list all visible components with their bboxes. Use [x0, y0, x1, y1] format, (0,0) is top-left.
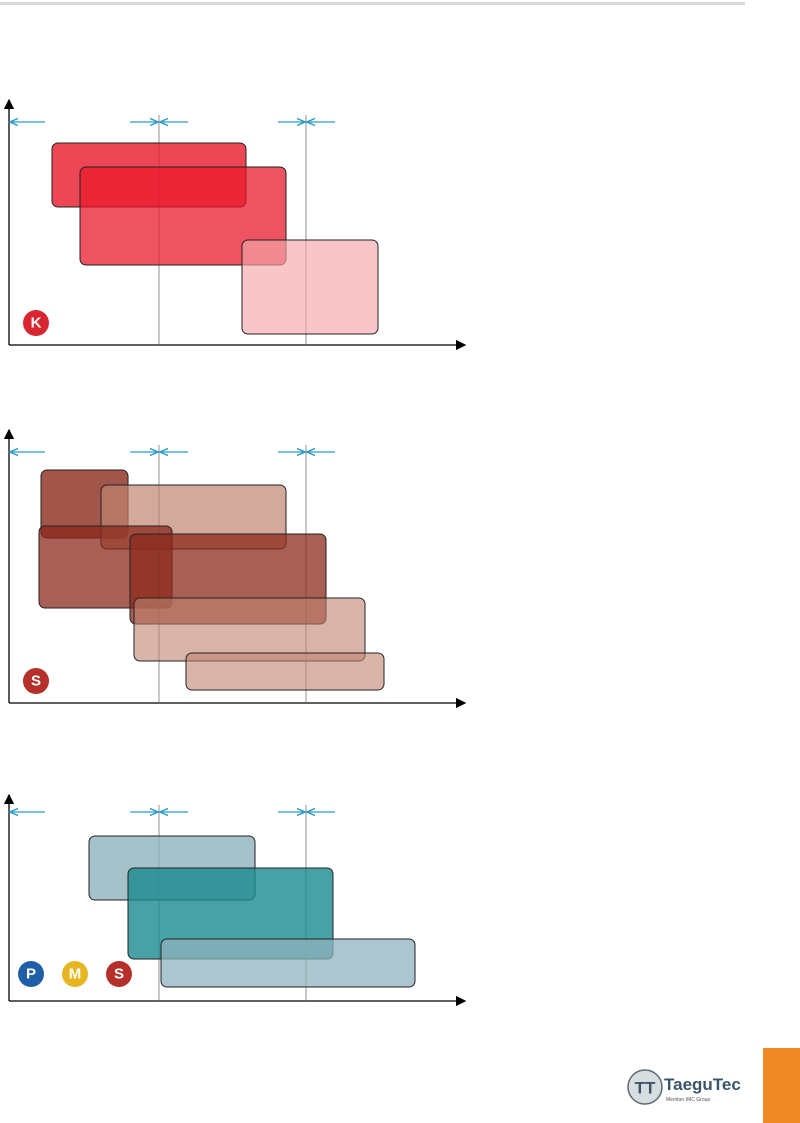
page-tab — [763, 1048, 800, 1123]
icon-label: S — [114, 966, 124, 983]
range-box — [185, 652, 385, 691]
icon-label: M — [69, 966, 82, 983]
material-icon — [18, 961, 44, 987]
top-rule — [0, 2, 745, 5]
logo-name: TaeguTec — [664, 1075, 741, 1094]
material-icon — [62, 961, 88, 987]
range-box — [160, 938, 416, 988]
logo-letters: TT — [635, 1079, 656, 1098]
range-box — [79, 166, 287, 266]
material-icon — [23, 310, 49, 336]
icon-label: S — [31, 673, 41, 690]
panel-1: K — [3, 98, 467, 351]
icon-label: K — [31, 315, 42, 332]
logo-mark — [627, 1069, 663, 1105]
panel-3: P M S — [3, 793, 467, 1007]
range-box — [241, 239, 379, 335]
material-icon — [23, 668, 49, 694]
panel-2: S — [3, 428, 467, 709]
logo: TT TaeguTec Member IMC Group — [627, 1069, 741, 1105]
material-icon — [106, 961, 132, 987]
icon-label: P — [26, 966, 36, 983]
logo-tagline: Member IMC Group — [666, 1097, 710, 1103]
range-box — [133, 597, 366, 662]
